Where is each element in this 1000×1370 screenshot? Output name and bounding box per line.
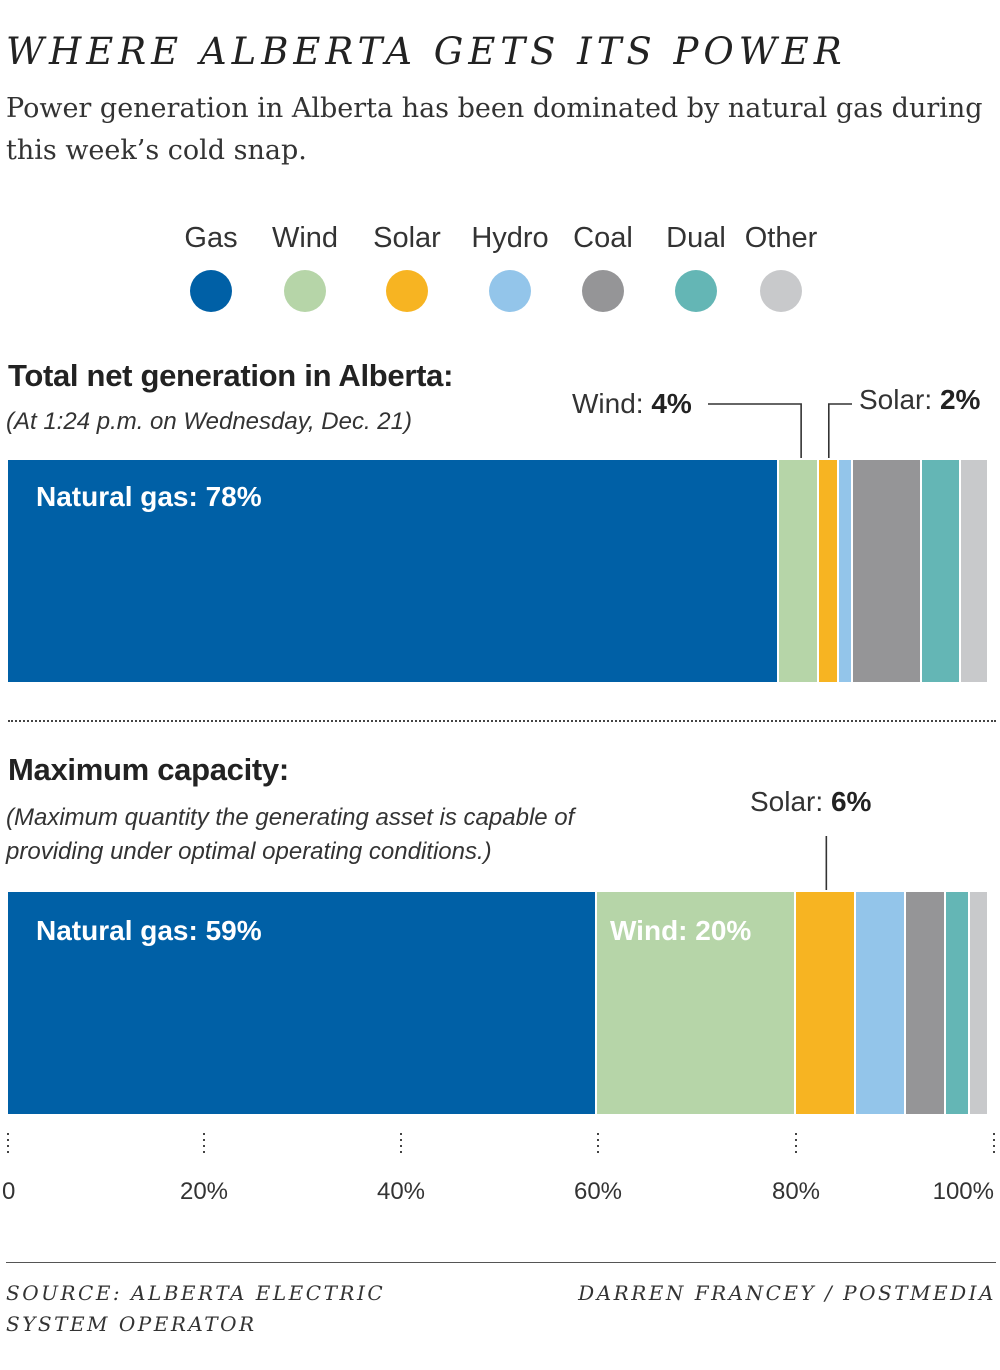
legend-item-wind: Wind	[255, 218, 355, 312]
x-tick-label: 80%	[771, 1178, 821, 1205]
legend-item-gas: Gas	[161, 218, 261, 312]
legend-label: Wind	[271, 222, 339, 254]
x-tick-label: 100%	[932, 1178, 994, 1205]
section-divider	[8, 720, 996, 722]
legend-item-hydro: Hydro	[460, 218, 560, 312]
capacity-section-note: (Maximum quantity the generating asset i…	[6, 804, 575, 865]
gen-gas-label: Natural gas: 78%	[36, 481, 262, 512]
bar-segment-solar	[818, 460, 839, 682]
legend-swatch-hydro	[489, 270, 531, 312]
legend-label: Solar	[373, 222, 441, 254]
legend-swatch-wind	[284, 270, 326, 312]
gen-wind-leader	[708, 403, 802, 458]
bar-segment-hydro	[838, 460, 853, 682]
legend-label: Hydro	[471, 222, 549, 254]
legend-swatch-dual	[675, 270, 717, 312]
capacity-bar	[8, 892, 989, 1114]
bar-segment-wind	[596, 892, 797, 1114]
bar-segment-gas	[8, 892, 597, 1114]
legend-item-dual: Dual	[646, 218, 746, 312]
bar-segment-coal	[852, 460, 922, 682]
gen-solar-leader	[827, 403, 852, 458]
x-tick-label: 60%	[573, 1178, 623, 1205]
bar-segment-other	[970, 892, 989, 1114]
bar-segment-dual	[921, 460, 962, 682]
legend-swatch-solar	[386, 270, 428, 312]
cap-gas-label: Natural gas: 59%	[36, 915, 262, 946]
x-tick-label: 40%	[376, 1178, 426, 1205]
legend-swatch-coal	[582, 270, 624, 312]
legend-item-other: Other	[731, 218, 831, 312]
legend-label: Coal	[573, 222, 633, 254]
capacity-section-title: Maximum capacity:	[8, 752, 289, 787]
cap-wind-label: Wind: 20%	[610, 915, 752, 946]
footer-rule	[6, 1262, 996, 1263]
bar-segment-other	[961, 460, 989, 682]
generation-bar	[8, 460, 989, 682]
gen-solar-callout: Solar: 2%	[859, 384, 981, 415]
legend-swatch-gas	[190, 270, 232, 312]
x-tick-label: 0	[2, 1178, 16, 1205]
generation-section-title: Total net generation in Alberta:	[8, 358, 454, 393]
legend-item-coal: Coal	[553, 218, 653, 312]
chart-subtitle: Power generation in Alberta has been dom…	[6, 93, 983, 166]
legend-label: Gas	[184, 222, 238, 254]
gen-wind-callout: Wind: 4%	[572, 388, 692, 419]
legend-label: Other	[744, 222, 818, 254]
author-credit: DARREN FRANCEY / POSTMEDIA	[578, 1281, 996, 1305]
legend-label: Dual	[666, 222, 726, 254]
bar-segment-wind	[779, 460, 819, 682]
cap-solar-callout: Solar: 6%	[750, 786, 872, 817]
legend-swatch-other	[760, 270, 802, 312]
bar-segment-coal	[906, 892, 947, 1114]
bar-segment-solar	[796, 892, 857, 1114]
source-credit: SOURCE: ALBERTA ELECTRIC SYSTEM OPERATOR	[6, 1281, 386, 1336]
x-tick-label: 20%	[179, 1178, 229, 1205]
generation-section-note: (At 1:24 p.m. on Wednesday, Dec. 21)	[6, 408, 412, 435]
bar-segment-gas	[8, 460, 780, 682]
legend-item-solar: Solar	[357, 218, 457, 312]
chart-title: WHERE ALBERTA GETS ITS POWER	[6, 30, 847, 73]
bar-segment-dual	[946, 892, 971, 1114]
bar-segment-hydro	[856, 892, 907, 1114]
